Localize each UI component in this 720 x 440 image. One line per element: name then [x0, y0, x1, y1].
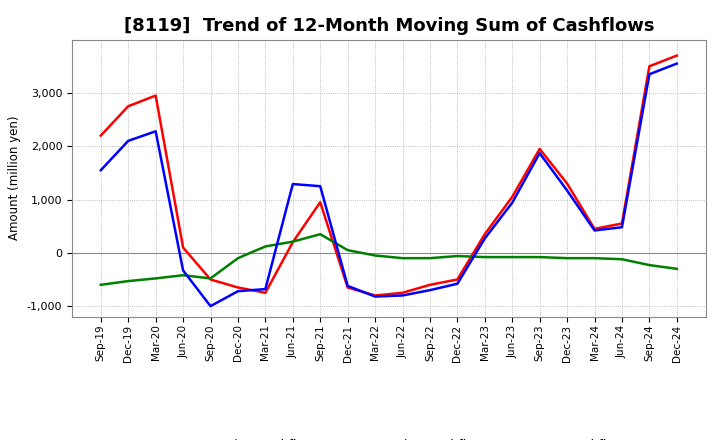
Investing Cashflow	[426, 256, 434, 261]
Free Cashflow	[96, 168, 105, 173]
Operating Cashflow	[563, 181, 572, 186]
Operating Cashflow	[645, 64, 654, 69]
Operating Cashflow	[289, 239, 297, 245]
Investing Cashflow	[398, 256, 407, 261]
Investing Cashflow	[536, 254, 544, 260]
Investing Cashflow	[206, 276, 215, 281]
Investing Cashflow	[289, 239, 297, 244]
Free Cashflow	[289, 181, 297, 187]
Operating Cashflow	[536, 146, 544, 151]
Operating Cashflow	[590, 226, 599, 231]
Free Cashflow	[508, 200, 516, 205]
Free Cashflow	[151, 128, 160, 134]
Line: Investing Cashflow: Investing Cashflow	[101, 234, 677, 285]
Operating Cashflow	[480, 231, 489, 237]
Free Cashflow	[179, 268, 187, 273]
Free Cashflow	[398, 293, 407, 298]
Operating Cashflow	[316, 200, 325, 205]
Free Cashflow	[233, 289, 242, 294]
Investing Cashflow	[343, 248, 352, 253]
Investing Cashflow	[96, 282, 105, 287]
Operating Cashflow	[371, 293, 379, 298]
Operating Cashflow	[398, 290, 407, 295]
Free Cashflow	[261, 286, 270, 292]
Free Cashflow	[206, 304, 215, 309]
Operating Cashflow	[151, 93, 160, 98]
Operating Cashflow	[261, 290, 270, 295]
Investing Cashflow	[508, 254, 516, 260]
Operating Cashflow	[453, 277, 462, 282]
Investing Cashflow	[151, 276, 160, 281]
Free Cashflow	[371, 294, 379, 299]
Investing Cashflow	[453, 253, 462, 259]
Line: Operating Cashflow: Operating Cashflow	[101, 55, 677, 296]
Investing Cashflow	[563, 256, 572, 261]
Operating Cashflow	[206, 277, 215, 282]
Operating Cashflow	[124, 103, 132, 109]
Free Cashflow	[536, 150, 544, 156]
Free Cashflow	[316, 183, 325, 189]
Investing Cashflow	[480, 254, 489, 260]
Investing Cashflow	[645, 262, 654, 268]
Free Cashflow	[480, 236, 489, 241]
Free Cashflow	[343, 283, 352, 289]
Operating Cashflow	[508, 194, 516, 199]
Free Cashflow	[645, 72, 654, 77]
Free Cashflow	[563, 188, 572, 193]
Operating Cashflow	[618, 221, 626, 226]
Operating Cashflow	[96, 133, 105, 138]
Investing Cashflow	[316, 231, 325, 237]
Investing Cashflow	[672, 266, 681, 271]
Free Cashflow	[618, 224, 626, 230]
Investing Cashflow	[179, 272, 187, 278]
Free Cashflow	[672, 61, 681, 66]
Investing Cashflow	[590, 256, 599, 261]
Operating Cashflow	[672, 53, 681, 58]
Investing Cashflow	[124, 279, 132, 284]
Title: [8119]  Trend of 12-Month Moving Sum of Cashflows: [8119] Trend of 12-Month Moving Sum of C…	[124, 17, 654, 35]
Y-axis label: Amount (million yen): Amount (million yen)	[8, 116, 21, 240]
Free Cashflow	[590, 228, 599, 233]
Investing Cashflow	[371, 253, 379, 258]
Free Cashflow	[453, 281, 462, 286]
Line: Free Cashflow: Free Cashflow	[101, 64, 677, 306]
Operating Cashflow	[233, 285, 242, 290]
Investing Cashflow	[618, 257, 626, 262]
Investing Cashflow	[233, 256, 242, 261]
Investing Cashflow	[261, 244, 270, 249]
Operating Cashflow	[343, 285, 352, 290]
Operating Cashflow	[179, 245, 187, 250]
Operating Cashflow	[426, 282, 434, 287]
Free Cashflow	[426, 287, 434, 293]
Free Cashflow	[124, 138, 132, 143]
